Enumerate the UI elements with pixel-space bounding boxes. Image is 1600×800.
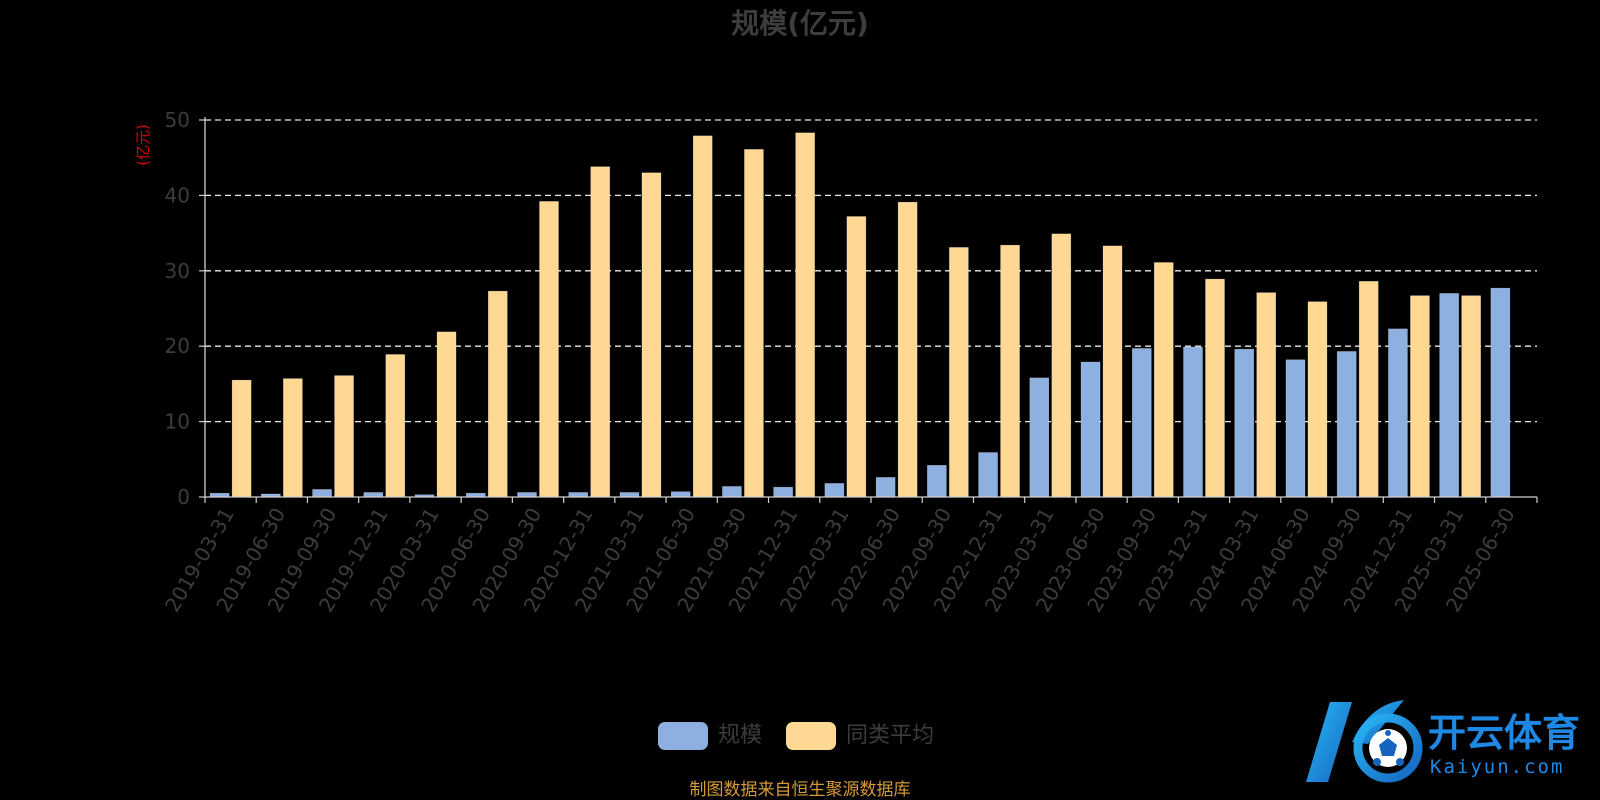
watermark-name-cn: 开云体育 <box>1428 711 1580 755</box>
bar-peer-average[interactable] <box>1410 295 1430 498</box>
kaiyun-logo-icon <box>1306 700 1423 783</box>
bar-peer-average[interactable] <box>1307 301 1328 498</box>
bar-scale[interactable] <box>978 452 998 498</box>
bar-peer-average[interactable] <box>1205 278 1225 498</box>
y-tick-label: 30 <box>165 259 190 283</box>
bar-scale[interactable] <box>1080 361 1101 498</box>
legend-item-scale[interactable]: 规模 <box>658 722 762 750</box>
bar-peer-average[interactable] <box>692 135 713 498</box>
legend-swatch-scale <box>658 722 708 750</box>
bar-peer-average[interactable] <box>1153 262 1174 498</box>
legend-label-peer-average: 同类平均 <box>846 723 934 748</box>
bar-peer-average[interactable] <box>641 172 662 498</box>
watermark-name-en: Kaiyun.com <box>1430 756 1564 778</box>
bar-scale[interactable] <box>312 489 332 498</box>
bar-scale[interactable] <box>1490 287 1511 498</box>
bar-scale[interactable] <box>1131 348 1152 498</box>
bar-scale[interactable] <box>875 477 896 498</box>
bars <box>209 132 1511 498</box>
legend-label-scale: 规模 <box>718 723 762 748</box>
bar-scale[interactable] <box>927 465 947 498</box>
legend-swatch-peer-average <box>786 722 836 750</box>
bar-peer-average[interactable] <box>334 375 354 498</box>
bar-peer-average[interactable] <box>436 331 457 498</box>
bar-scale[interactable] <box>824 483 845 498</box>
bar-peer-average[interactable] <box>1000 244 1020 498</box>
bar-peer-average[interactable] <box>1358 281 1379 498</box>
bar-scale[interactable] <box>1336 351 1357 498</box>
bar-scale[interactable] <box>517 492 537 498</box>
bar-scale[interactable] <box>722 486 742 498</box>
bar-peer-average[interactable] <box>744 149 764 498</box>
bar-scale[interactable] <box>363 492 384 498</box>
y-tick-label: 0 <box>177 485 190 509</box>
legend: 规模 同类平均 <box>658 722 934 750</box>
bar-scale[interactable] <box>1388 328 1408 498</box>
bar-scale[interactable] <box>1029 377 1050 498</box>
bar-peer-average[interactable] <box>385 354 406 498</box>
bar-peer-average[interactable] <box>1051 233 1072 498</box>
x-tick-labels: 2019-03-312019-06-302019-09-302019-12-31… <box>160 504 1520 617</box>
bar-scale[interactable] <box>670 491 691 498</box>
y-axis-unit: (亿元) <box>134 124 152 166</box>
bar-peer-average[interactable] <box>231 379 252 498</box>
bar-peer-average[interactable] <box>897 201 918 498</box>
y-tick-label: 10 <box>165 410 190 434</box>
bar-peer-average[interactable] <box>846 216 867 498</box>
bar-scale[interactable] <box>773 486 793 498</box>
chart-title: 规模(亿元) <box>731 7 869 40</box>
bar-peer-average[interactable] <box>1461 295 1481 498</box>
bar-peer-average[interactable] <box>283 378 303 498</box>
y-tick-label: 40 <box>165 183 190 207</box>
bar-scale[interactable] <box>1285 359 1306 498</box>
data-source-note: 制图数据来自恒生聚源数据库 <box>690 780 911 800</box>
bar-scale[interactable] <box>619 492 640 498</box>
y-tick-labels: 0 10 20 30 40 50 <box>165 108 190 509</box>
axes <box>199 117 1538 503</box>
bar-peer-average[interactable] <box>590 166 611 498</box>
bar-peer-average[interactable] <box>1256 292 1277 498</box>
bar-scale[interactable] <box>1234 348 1255 498</box>
y-tick-label: 50 <box>165 108 190 132</box>
legend-item-peer-average[interactable]: 同类平均 <box>786 722 934 750</box>
bar-peer-average[interactable] <box>487 290 508 498</box>
bar-scale[interactable] <box>1183 346 1203 498</box>
bar-peer-average[interactable] <box>1102 245 1123 498</box>
bar-peer-average[interactable] <box>795 132 815 498</box>
bar-scale[interactable] <box>1439 293 1459 498</box>
bar-scale[interactable] <box>568 492 589 498</box>
watermark: 开云体育 Kaiyun.com <box>1306 700 1580 783</box>
bar-peer-average[interactable] <box>949 247 969 498</box>
y-tick-label: 20 <box>165 334 190 358</box>
bar-peer-average[interactable] <box>539 201 559 498</box>
